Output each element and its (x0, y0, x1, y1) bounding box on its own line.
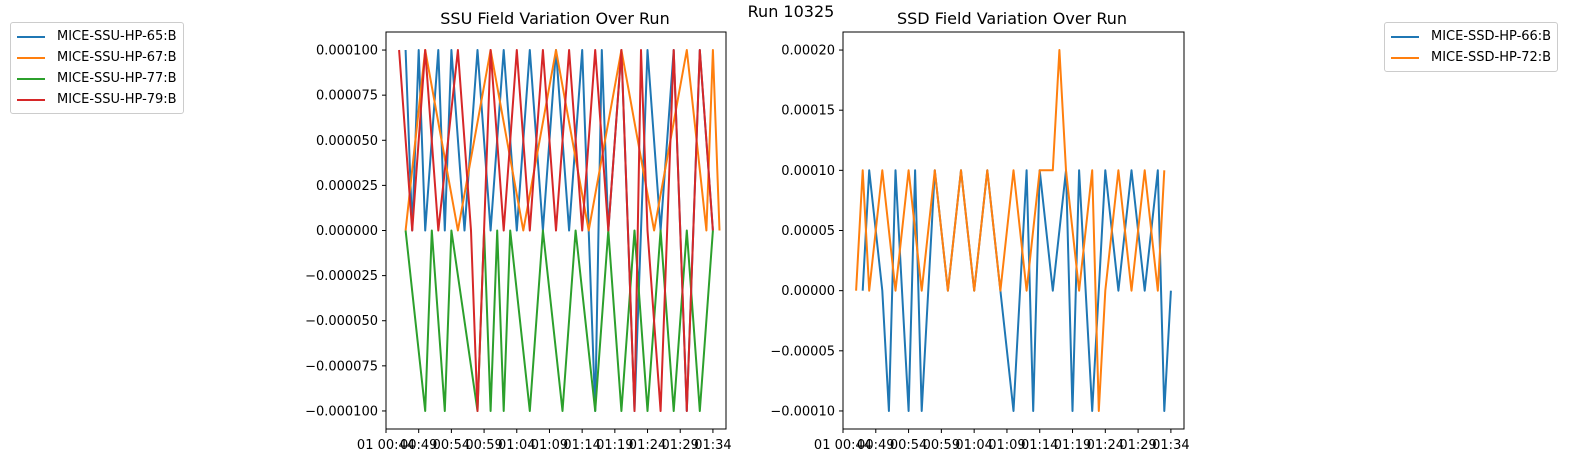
x-tick-label: 00:54 (890, 438, 927, 453)
x-tick-label: 01:24 (1087, 438, 1124, 453)
x-tick-label: 00:59 (465, 438, 502, 453)
legend-label: MICE-SSD-HP-72:B (1431, 50, 1552, 65)
y-tick-label: 0.00020 (781, 44, 835, 59)
figure-suptitle: Run 10325 (747, 2, 835, 21)
legend-label: MICE-SSU-HP-79:B (57, 92, 177, 107)
y-tick-label: −0.000050 (305, 314, 378, 329)
series-line-mice-ssu-hp-77-b (404, 229, 714, 412)
y-tick-label: 0.000100 (316, 44, 378, 59)
ssd-chart-title: SSD Field Variation Over Run (897, 9, 1127, 28)
x-tick-label: 00:49 (857, 438, 894, 453)
ssu-chart-title: SSU Field Variation Over Run (440, 9, 669, 28)
y-tick-label: 0.00010 (781, 164, 835, 179)
y-tick-label: −0.00005 (770, 344, 835, 359)
y-tick-label: 0.00015 (781, 104, 835, 119)
legend-item: MICE-SSD-HP-72:B (1391, 47, 1551, 68)
ssd-legend: MICE-SSD-HP-66:B MICE-SSD-HP-72:B (1384, 22, 1559, 72)
legend-swatch (17, 98, 45, 101)
x-tick-label: 01:24 (629, 438, 666, 453)
y-tick-label: −0.000075 (305, 359, 378, 374)
legend-swatch (17, 77, 45, 80)
y-tick-label: −0.000025 (305, 269, 378, 284)
legend-swatch (1391, 56, 1419, 59)
legend-swatch (17, 35, 45, 38)
x-tick-label: 00:59 (923, 438, 960, 453)
x-tick-label: 01:14 (563, 438, 600, 453)
y-tick-label: 0.00005 (781, 224, 835, 239)
x-tick-label: 01 00:44 (357, 438, 415, 453)
x-tick-label: 01:29 (1119, 438, 1156, 453)
x-tick-label: 01:09 (531, 438, 568, 453)
y-tick-label: 0.000025 (316, 179, 378, 194)
y-tick-label: 0.000075 (316, 89, 378, 104)
x-tick-label: 01:19 (596, 438, 633, 453)
legend-item: MICE-SSU-HP-65:B (17, 26, 177, 47)
legend-item: MICE-SSD-HP-66:B (1391, 26, 1551, 47)
ssu-axes: SSU Field Variation Over Run −0.000100 −0… (305, 9, 732, 453)
series-line-mice-ssu-hp-67-b (404, 49, 721, 232)
legend-label: MICE-SSD-HP-66:B (1431, 29, 1552, 44)
legend-label: MICE-SSU-HP-65:B (57, 29, 177, 44)
legend-swatch (1391, 35, 1419, 38)
ssd-plot-frame (842, 31, 1185, 430)
series-line-mice-ssu-hp-79-b (398, 49, 714, 412)
x-tick-label: 01:34 (694, 438, 731, 453)
x-tick-label: 01:14 (1021, 438, 1058, 453)
legend-item: MICE-SSU-HP-79:B (17, 89, 177, 110)
x-tick-label: 00:49 (400, 438, 437, 453)
y-tick-label: 0.000050 (316, 134, 378, 149)
legend-label: MICE-SSU-HP-77:B (57, 71, 177, 86)
ssd-axes: SSD Field Variation Over Run −0.00010 −0.… (770, 9, 1189, 453)
legend-item: MICE-SSU-HP-67:B (17, 47, 177, 68)
x-tick-label: 01:09 (988, 438, 1025, 453)
legend-label: MICE-SSU-HP-67:B (57, 50, 177, 65)
y-tick-label: 0.00000 (781, 284, 835, 299)
ssu-plot-frame (385, 31, 727, 430)
ssu-legend: MICE-SSU-HP-65:B MICE-SSU-HP-67:B MICE-S… (10, 22, 184, 114)
x-tick-label: 00:54 (433, 438, 470, 453)
legend-item: MICE-SSU-HP-77:B (17, 68, 177, 89)
x-tick-label: 01:04 (498, 438, 535, 453)
x-tick-label: 01:29 (661, 438, 698, 453)
x-tick-label: 01:34 (1152, 438, 1189, 453)
y-tick-label: −0.00010 (770, 404, 835, 419)
x-tick-label: 01:19 (1054, 438, 1091, 453)
y-tick-label: 0.000000 (316, 224, 378, 239)
x-tick-label: 01 00:44 (814, 438, 872, 453)
series-line-mice-ssd-hp-66-b (861, 169, 1172, 412)
y-tick-label: −0.000100 (305, 404, 378, 419)
x-tick-label: 01:04 (955, 438, 992, 453)
legend-swatch (17, 56, 45, 59)
series-line-mice-ssd-hp-72-b (855, 49, 1166, 412)
